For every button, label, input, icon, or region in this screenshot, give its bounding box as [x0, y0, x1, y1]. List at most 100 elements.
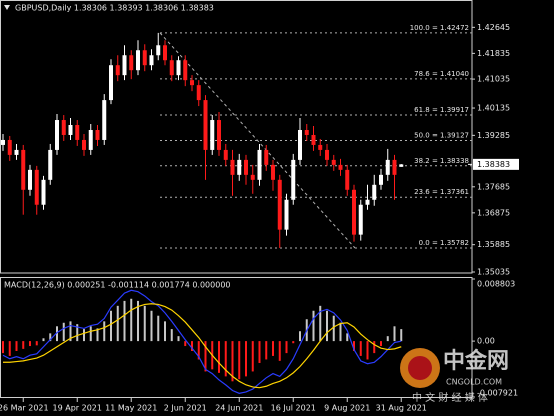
chart-header: GBPUSD,Daily 1.38306 1.38393 1.38306 1.3… — [15, 4, 214, 13]
candle-body — [88, 129, 93, 150]
histogram-bar — [191, 341, 193, 351]
histogram-bar — [83, 329, 85, 342]
histogram-bar — [326, 310, 328, 342]
candle-body — [28, 169, 32, 190]
x-tick-label: 24 Jun 2021 — [215, 404, 263, 413]
histogram-bar — [245, 341, 247, 377]
histogram-bar — [103, 321, 106, 342]
watermark-tagline: 中 文 财 经 媒 体 — [412, 391, 488, 404]
x-tick-label: 31 Aug 2021 — [376, 404, 427, 413]
histogram-bar — [150, 310, 153, 342]
histogram-bar — [332, 315, 335, 342]
histogram-bar — [123, 300, 126, 342]
candle-body — [203, 100, 208, 150]
histogram-bar — [137, 300, 139, 342]
histogram-bar — [8, 341, 11, 356]
logo-inner — [408, 356, 432, 380]
histogram-bar — [386, 336, 389, 342]
histogram-bar — [56, 326, 58, 342]
histogram-bar — [69, 321, 72, 342]
menu-icon[interactable] — [4, 5, 10, 10]
candle-body — [115, 65, 120, 76]
histogram-bar — [76, 324, 79, 342]
histogram-bar — [116, 305, 119, 342]
y-tick-label: 1.39285 — [477, 131, 510, 140]
histogram-bar — [170, 329, 173, 342]
fib-label: 38.2 = 1.38338 — [414, 157, 469, 165]
histogram-bar — [35, 341, 38, 346]
candle-body — [399, 164, 404, 167]
watermark-brand: 中金网 — [443, 348, 509, 374]
candle-body — [237, 159, 242, 175]
x-tick-label: 11 May 2021 — [105, 404, 157, 413]
y-tick-label: 1.37685 — [477, 182, 510, 191]
candle-body — [291, 159, 296, 200]
y-tick-label: 0.00 — [477, 337, 495, 346]
candle-body — [183, 60, 188, 81]
histogram-bar — [143, 305, 146, 342]
fib-label: 50.0 = 1.39127 — [414, 131, 469, 139]
candle-body — [217, 120, 221, 150]
histogram-bar — [224, 341, 227, 377]
candle-body — [61, 120, 66, 135]
y-tick-label: 1.35035 — [477, 268, 510, 277]
candle-body — [142, 50, 147, 66]
candle-body — [372, 184, 377, 200]
x-tick-label: 26 Mar 2021 — [0, 404, 49, 413]
candle-body — [34, 169, 39, 205]
candle-body — [149, 55, 154, 66]
candle-body — [345, 169, 350, 190]
fib-label: 78.6 = 1.41040 — [414, 70, 469, 78]
candle-body — [129, 55, 134, 71]
candle-body — [14, 149, 19, 155]
histogram-bar — [177, 336, 180, 342]
fib-label: 0.0 = 1.35782 — [419, 239, 469, 247]
candle-body — [102, 100, 107, 140]
candle-body — [392, 159, 397, 175]
main-panel: 100.0 = 1.42472 78.6 = 1.41040 61.8 = 1.39… — [0, 23, 519, 413]
x-tick-label: 19 Apr 2021 — [53, 404, 102, 413]
y-tick-label: 1.41035 — [477, 75, 510, 84]
histogram-bar — [258, 341, 261, 363]
x-tick-label: 9 Aug 2021 — [324, 404, 370, 413]
histogram-bar — [339, 322, 342, 342]
y-tick-label: 0.008803 — [477, 280, 515, 289]
histogram-bar — [204, 341, 207, 372]
candle-body — [95, 129, 100, 140]
candle-body — [257, 149, 262, 180]
macd-frame — [0, 277, 473, 398]
histogram-bar — [22, 341, 25, 349]
macd-panel: 0.008803 0.00 -0.007921 — [2, 278, 518, 398]
candle-body — [338, 164, 343, 170]
macd-header: MACD(12,26,9) 0.000251 -0.001114 0.00177… — [4, 281, 231, 290]
histogram-bar — [380, 341, 382, 347]
candle-body — [318, 144, 323, 150]
histogram-bar — [285, 341, 288, 354]
candle-body — [210, 120, 215, 150]
histogram-bar — [312, 310, 315, 342]
fib-label: 23.6 = 1.37361 — [414, 188, 469, 196]
histogram-bar — [15, 341, 18, 351]
x-tick-label: 16 Jul 2021 — [271, 404, 316, 413]
histogram-bar — [110, 310, 112, 342]
fib-trendline — [159, 32, 356, 249]
candle-body — [1, 139, 5, 145]
macd-line — [2, 289, 402, 394]
candle-body — [163, 45, 167, 61]
candle-body — [325, 149, 329, 160]
histogram-bar — [2, 341, 4, 354]
candle-body — [7, 139, 12, 155]
histogram-bar — [292, 341, 295, 344]
candle-body — [230, 159, 235, 175]
y-tick-label: 1.36875 — [477, 208, 510, 217]
histogram-bar — [373, 341, 376, 354]
histogram-bar — [238, 341, 241, 380]
candle-body — [385, 159, 390, 175]
candle-body — [82, 139, 86, 150]
fib-label: 100.0 = 1.42472 — [410, 24, 469, 32]
candle-body — [190, 80, 194, 86]
histogram-bar — [29, 341, 31, 347]
histogram-bar — [251, 341, 254, 372]
